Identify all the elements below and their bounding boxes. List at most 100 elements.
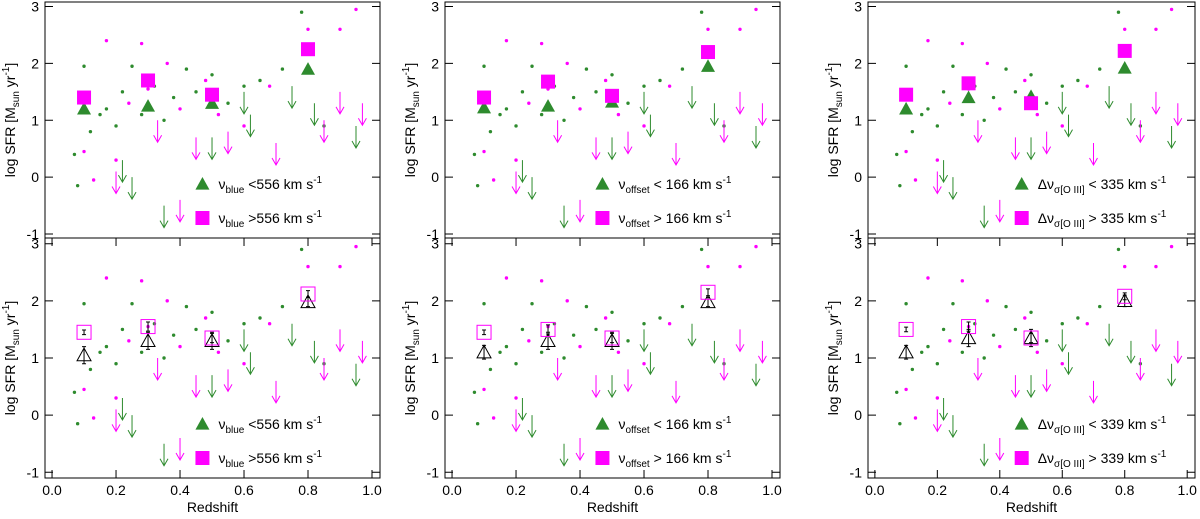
- text-part: -1: [313, 415, 322, 426]
- data-point: [738, 27, 742, 31]
- plot-frame: [867, 1, 1196, 239]
- data-point: [1169, 244, 1174, 249]
- binned-point: [700, 284, 716, 300]
- upper-limit: [735, 329, 745, 353]
- error-bar: [146, 321, 151, 332]
- error-bar: [306, 290, 311, 298]
- text-part: > 335 km s: [1085, 210, 1158, 226]
- data-point: [960, 350, 965, 354]
- legend-label: Δνσ[O III] > 339 km s-1: [1038, 449, 1167, 470]
- x-tick-label: 0.0: [865, 482, 885, 498]
- text-part: -1: [401, 304, 412, 313]
- data-point: [616, 112, 621, 117]
- data-point: [504, 107, 509, 111]
- data-point: [216, 350, 221, 354]
- binned-point: [300, 286, 316, 302]
- data-point: [603, 316, 608, 320]
- upper-limit: [271, 143, 281, 167]
- data-point: [565, 61, 569, 66]
- data-point: [998, 344, 1002, 349]
- upper-limit: [1151, 329, 1161, 353]
- data-point: [88, 129, 93, 134]
- binned-point: [701, 59, 716, 72]
- data-point: [910, 129, 915, 134]
- text-part: ]: [2, 63, 18, 67]
- text-part: >556 km s: [244, 450, 313, 466]
- data-point: [530, 64, 534, 68]
- text-part: -1: [722, 415, 731, 426]
- data-point: [1076, 316, 1080, 320]
- data-point: [127, 339, 131, 343]
- data-point: [738, 264, 742, 269]
- upper-limit: [309, 340, 319, 364]
- y-tick-label: 1: [854, 350, 862, 366]
- data-point: [941, 90, 946, 94]
- data-point: [1060, 362, 1064, 366]
- upper-limit: [287, 86, 297, 110]
- text-part: ]: [402, 63, 418, 67]
- data-point: [482, 149, 486, 154]
- data-point: [280, 304, 285, 309]
- binned-point: [898, 321, 914, 337]
- data-point: [1023, 78, 1027, 83]
- text-part: offset: [625, 459, 649, 470]
- binned-point: [77, 101, 92, 115]
- upper-limit: [607, 375, 617, 399]
- data-point: [216, 112, 221, 117]
- x-tick-label: 1.0: [362, 482, 382, 498]
- upper-limit: [645, 352, 655, 376]
- binned-point: [205, 87, 220, 102]
- upper-limit: [1126, 340, 1136, 364]
- text-part: < 166 km s: [650, 416, 723, 432]
- text-part: sun: [834, 329, 845, 345]
- upper-limit: [1151, 91, 1161, 115]
- y-tick-label: 1: [31, 112, 39, 128]
- data-point: [491, 416, 496, 420]
- data-point: [171, 333, 176, 337]
- upper-limit: [1064, 114, 1073, 138]
- upper-limit: [335, 91, 345, 115]
- x-tick-label: 0.6: [1053, 482, 1073, 498]
- data-point: [1098, 304, 1102, 309]
- data-point: [699, 247, 704, 252]
- data-point: [338, 27, 342, 31]
- data-point: [82, 149, 86, 154]
- data-point: [491, 178, 496, 182]
- data-point: [642, 124, 646, 128]
- y-tick-label: 2: [854, 55, 862, 71]
- data-point: [299, 10, 304, 14]
- y-axis-label: log SFR [Msun yr-1]: [1, 63, 22, 178]
- data-point: [98, 112, 102, 117]
- legend-label: νblue <556 km s-1: [218, 175, 322, 196]
- upper-limit: [623, 369, 633, 393]
- data-point: [935, 396, 940, 400]
- data-point: [242, 362, 246, 366]
- upper-limit: [511, 409, 521, 433]
- data-point: [338, 264, 342, 269]
- data-point: [982, 118, 986, 122]
- data-point: [754, 244, 758, 249]
- upper-limit: [1010, 137, 1020, 161]
- upper-limit: [939, 160, 949, 184]
- upper-limit: [517, 160, 527, 184]
- text-part: log SFR [M: [2, 107, 18, 177]
- data-point: [514, 158, 518, 162]
- legend-marker: [595, 177, 610, 190]
- upper-limit: [191, 375, 201, 399]
- y-tick-label: 2: [431, 293, 439, 309]
- data-point: [610, 310, 614, 314]
- data-point: [242, 322, 246, 326]
- data-point: [1004, 67, 1008, 71]
- upper-limit: [671, 143, 681, 167]
- text-part: yr: [402, 313, 418, 329]
- data-point: [1013, 90, 1018, 94]
- data-point: [88, 367, 93, 372]
- text-part: -1: [1, 66, 12, 75]
- text-part: σ[O III]: [1054, 459, 1085, 470]
- x-tick-label: 0.4: [170, 482, 190, 498]
- data-point: [913, 178, 918, 182]
- data-point: [104, 276, 109, 280]
- data-point: [527, 339, 531, 343]
- y-tick-label: -1: [27, 464, 40, 480]
